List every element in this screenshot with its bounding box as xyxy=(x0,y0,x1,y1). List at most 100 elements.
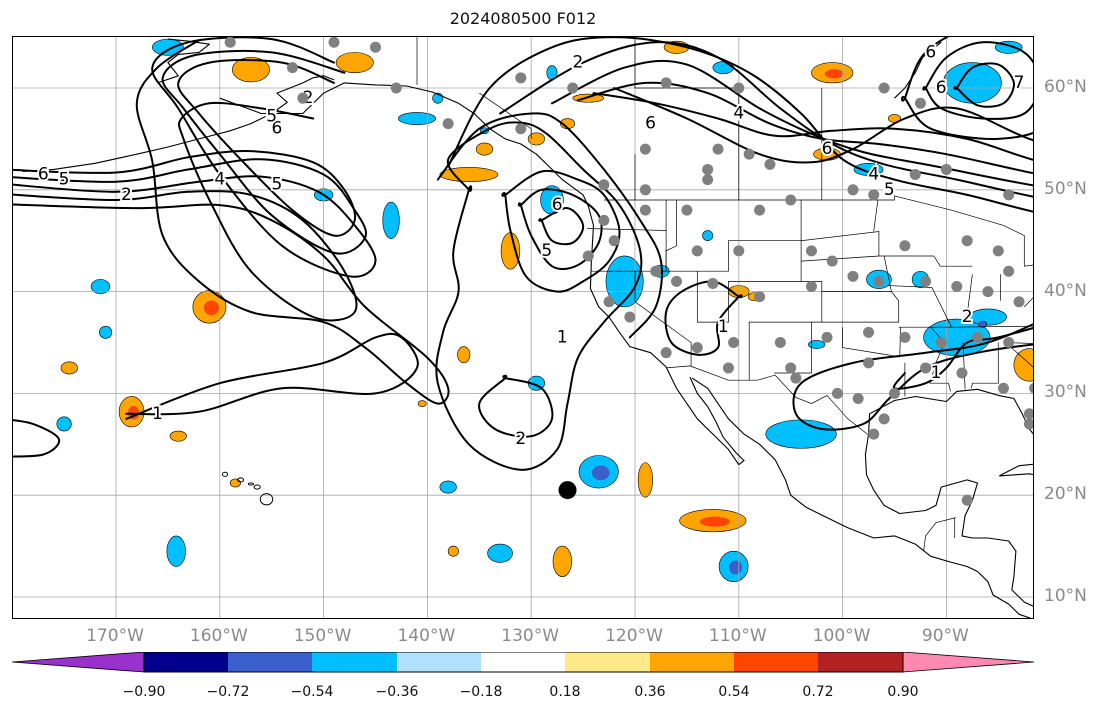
longitude-label: 150°W xyxy=(293,626,352,646)
colorbar-extend-high xyxy=(902,652,1035,673)
station-dot xyxy=(972,331,984,343)
anomaly-blob xyxy=(475,142,494,156)
anomaly-blob xyxy=(765,419,837,449)
station-dot xyxy=(920,275,932,287)
colorbar-tick-label: −0.90 xyxy=(122,684,166,700)
latitude-label: 10°N xyxy=(1044,586,1087,606)
latitude-label: 20°N xyxy=(1044,484,1087,505)
station-dot xyxy=(660,347,672,359)
coastline xyxy=(864,434,1033,607)
anomaly-blob xyxy=(527,132,545,146)
anomaly-blob xyxy=(1013,348,1033,382)
station-dot xyxy=(671,275,683,287)
graticule xyxy=(13,37,1033,618)
contour-label: 5 xyxy=(59,170,70,190)
island xyxy=(259,493,274,506)
station-dot xyxy=(650,265,662,277)
contour-line xyxy=(538,207,585,246)
anomaly-blob xyxy=(439,480,457,494)
station-dot xyxy=(1003,189,1015,201)
colorbar-tick-label: 0.36 xyxy=(634,684,666,700)
station-dot xyxy=(863,326,875,338)
political-border xyxy=(774,322,812,374)
contour-line xyxy=(13,49,367,255)
station-dot xyxy=(790,372,802,384)
colorbar xyxy=(12,652,1035,673)
contour-line xyxy=(792,323,1033,431)
colorbar-tick-label: −0.18 xyxy=(459,684,503,700)
anomaly-blob xyxy=(398,112,437,125)
station-dot xyxy=(442,118,454,130)
political-border xyxy=(931,287,952,328)
station-dot xyxy=(733,245,745,257)
colorbar-tick-label: 0.72 xyxy=(802,684,834,700)
station-dot xyxy=(914,97,926,109)
colorbar-segment xyxy=(650,652,734,672)
station-dot xyxy=(582,250,594,262)
station-dot xyxy=(515,123,527,135)
map-title: 2024080500 F012 xyxy=(449,9,597,28)
station-dot xyxy=(805,281,817,293)
anomaly-blob xyxy=(60,361,78,375)
station-dot xyxy=(868,189,880,201)
station-dot xyxy=(956,367,968,379)
contour-line xyxy=(501,169,621,293)
contour-label: 5 xyxy=(266,107,277,127)
political-border xyxy=(665,200,802,323)
colorbar-segment xyxy=(734,652,818,672)
station-dot xyxy=(1023,418,1033,430)
station-dot xyxy=(868,428,880,440)
station-dot xyxy=(961,494,973,506)
anomaly-core xyxy=(699,516,730,527)
political-border xyxy=(800,200,880,262)
station-dot xyxy=(224,37,236,48)
longitude-label: 140°W xyxy=(397,626,456,646)
contour-line xyxy=(13,39,450,405)
political-border xyxy=(1005,342,1033,344)
station-dot xyxy=(1023,408,1033,420)
contour-line xyxy=(592,92,1033,161)
anomaly-core xyxy=(824,69,844,79)
shaded-anomaly-layer xyxy=(56,38,1033,583)
anomaly-blob xyxy=(457,346,471,364)
contour-label: 2 xyxy=(515,429,526,449)
political-border xyxy=(603,195,1033,267)
political-border xyxy=(666,365,869,436)
contour-line xyxy=(125,332,419,420)
station-dot xyxy=(847,184,859,196)
political-border xyxy=(962,342,966,390)
station-dot xyxy=(785,194,797,206)
longitude-label: 170°W xyxy=(86,626,144,646)
station-dot xyxy=(889,387,900,399)
latitude-label: 50°N xyxy=(1044,178,1087,199)
political-border xyxy=(887,285,932,288)
anomaly-core xyxy=(203,300,219,316)
station-dot xyxy=(328,37,340,48)
contour-label: 1 xyxy=(557,327,568,347)
colorbar-tick-label: 0.54 xyxy=(718,684,750,700)
anomaly-blob xyxy=(335,52,374,74)
station-dot xyxy=(712,143,724,155)
station-dot xyxy=(785,362,797,374)
station-dot xyxy=(390,82,402,94)
anomaly-blob xyxy=(500,232,521,270)
anomaly-blob xyxy=(487,543,513,563)
contour-line xyxy=(478,374,554,438)
station-dot xyxy=(997,382,1009,394)
contour-label: 6 xyxy=(822,139,833,159)
station-dot xyxy=(754,204,766,216)
contour-label: 6 xyxy=(936,78,947,98)
station-dot xyxy=(899,240,911,252)
contour-label: 1 xyxy=(931,363,942,383)
island xyxy=(247,482,255,486)
station-dot xyxy=(733,82,745,94)
contour-line xyxy=(900,37,1033,140)
anomaly-blob xyxy=(808,340,826,349)
colorbar-extend-low xyxy=(12,652,145,673)
station-dot xyxy=(982,286,994,298)
colorbar-tick-label: 0.90 xyxy=(887,684,919,700)
station-dot xyxy=(370,41,381,53)
anomaly-blob xyxy=(968,308,1007,326)
colorbar-segment xyxy=(144,652,228,672)
contour-line xyxy=(613,87,1033,164)
